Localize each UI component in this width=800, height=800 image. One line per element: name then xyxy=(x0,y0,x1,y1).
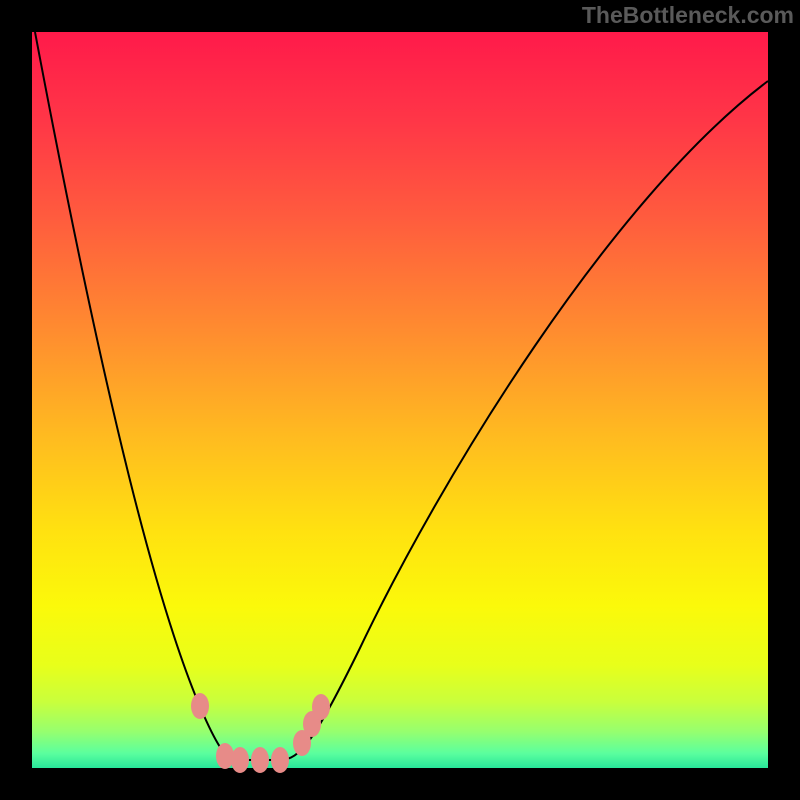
curve-marker xyxy=(231,747,249,773)
curve-marker xyxy=(216,743,234,769)
plot-background xyxy=(32,32,768,768)
curve-marker xyxy=(312,694,330,720)
curve-marker xyxy=(271,747,289,773)
curve-marker xyxy=(191,693,209,719)
bottleneck-chart xyxy=(0,0,800,800)
curve-marker xyxy=(251,747,269,773)
watermark-text: TheBottleneck.com xyxy=(582,2,794,29)
